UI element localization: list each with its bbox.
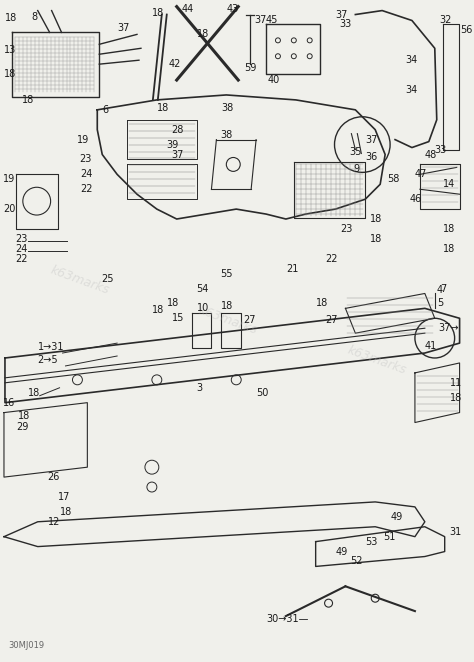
Text: 37: 37 xyxy=(172,150,184,160)
Text: 35: 35 xyxy=(349,146,362,156)
Text: 45: 45 xyxy=(266,15,278,26)
Text: 37→: 37→ xyxy=(439,323,459,333)
Text: 19: 19 xyxy=(3,174,15,184)
Text: 7: 7 xyxy=(440,283,446,293)
Text: 51: 51 xyxy=(383,532,395,542)
Text: 31: 31 xyxy=(450,527,462,537)
Text: 4: 4 xyxy=(437,285,443,295)
Text: 8: 8 xyxy=(32,11,38,22)
Text: 21: 21 xyxy=(286,263,298,273)
Text: 18: 18 xyxy=(316,299,328,308)
Text: 5: 5 xyxy=(437,299,443,308)
Text: 16: 16 xyxy=(3,398,15,408)
Text: 15: 15 xyxy=(172,313,184,323)
Text: 54: 54 xyxy=(197,283,209,293)
Text: 22: 22 xyxy=(15,254,27,263)
Text: 18: 18 xyxy=(152,305,164,315)
Text: 13: 13 xyxy=(4,45,16,55)
Text: 37: 37 xyxy=(336,9,348,20)
Text: 46: 46 xyxy=(410,194,422,204)
Text: 42: 42 xyxy=(169,59,181,69)
Text: 30→31—: 30→31— xyxy=(266,614,309,624)
Text: 58: 58 xyxy=(387,174,400,184)
Text: 18: 18 xyxy=(22,95,34,105)
Text: 18: 18 xyxy=(5,13,17,23)
Text: 23: 23 xyxy=(80,154,92,164)
Text: 18: 18 xyxy=(18,410,30,420)
Text: 38: 38 xyxy=(220,130,233,140)
Text: 49: 49 xyxy=(390,512,402,522)
Text: 23: 23 xyxy=(340,224,353,234)
Text: 6: 6 xyxy=(102,105,109,115)
Text: 25: 25 xyxy=(101,273,114,283)
Text: 34: 34 xyxy=(405,85,417,95)
Text: 24: 24 xyxy=(15,244,27,254)
Text: 55: 55 xyxy=(220,269,233,279)
Text: 18: 18 xyxy=(167,299,179,308)
Text: 18: 18 xyxy=(370,214,383,224)
Text: 11: 11 xyxy=(450,378,462,388)
Text: 17: 17 xyxy=(57,492,70,502)
Text: 36: 36 xyxy=(365,152,377,162)
Text: 18: 18 xyxy=(450,393,462,402)
Text: 37: 37 xyxy=(117,23,129,34)
Text: 53: 53 xyxy=(365,537,378,547)
Text: 18: 18 xyxy=(443,244,455,254)
Text: k63marks: k63marks xyxy=(48,264,111,297)
Text: 18: 18 xyxy=(60,507,72,517)
Text: 50: 50 xyxy=(256,388,268,398)
Text: 20: 20 xyxy=(3,204,15,214)
Text: 18: 18 xyxy=(443,224,455,234)
Text: 18: 18 xyxy=(197,29,209,40)
Text: 18: 18 xyxy=(152,7,164,18)
Text: 40: 40 xyxy=(268,75,280,85)
Text: 18: 18 xyxy=(221,301,234,311)
Text: 1→31: 1→31 xyxy=(38,342,64,352)
Text: 43: 43 xyxy=(226,3,238,14)
Text: 14: 14 xyxy=(443,179,455,189)
Text: 27: 27 xyxy=(243,315,255,325)
Text: 26: 26 xyxy=(48,472,60,482)
Text: 49: 49 xyxy=(336,547,348,557)
Text: k63marks: k63marks xyxy=(346,344,409,377)
Text: 19: 19 xyxy=(77,134,90,144)
Text: 18: 18 xyxy=(4,69,16,79)
Text: 12: 12 xyxy=(48,517,60,527)
Text: k63marks: k63marks xyxy=(197,304,260,337)
Text: 56: 56 xyxy=(461,25,473,36)
Text: 32: 32 xyxy=(440,15,452,26)
Text: 22: 22 xyxy=(81,184,93,194)
Text: 37: 37 xyxy=(365,134,378,144)
Text: 44: 44 xyxy=(182,3,194,14)
Text: 23: 23 xyxy=(15,234,27,244)
Text: 18: 18 xyxy=(157,103,169,113)
Text: 52: 52 xyxy=(350,557,363,567)
Text: 37: 37 xyxy=(254,15,266,26)
Text: 39: 39 xyxy=(167,140,179,150)
Text: 41: 41 xyxy=(425,341,437,351)
Text: 48: 48 xyxy=(425,150,437,160)
Text: 59: 59 xyxy=(244,63,256,73)
Text: 30MJ019: 30MJ019 xyxy=(8,641,44,650)
Text: 38: 38 xyxy=(221,103,234,113)
Text: 33: 33 xyxy=(435,144,447,154)
Text: 27: 27 xyxy=(326,315,338,325)
Text: 29: 29 xyxy=(16,422,28,432)
Text: 34: 34 xyxy=(405,55,417,65)
Text: 2→5: 2→5 xyxy=(38,355,58,365)
Text: 47: 47 xyxy=(415,169,427,179)
Text: 22: 22 xyxy=(326,254,338,263)
Text: 18: 18 xyxy=(28,388,40,398)
Text: 24: 24 xyxy=(81,169,93,179)
Text: 3: 3 xyxy=(197,383,203,393)
Text: 18: 18 xyxy=(370,234,383,244)
Text: 28: 28 xyxy=(172,124,184,134)
Text: 10: 10 xyxy=(197,303,209,313)
Text: 9: 9 xyxy=(354,164,359,174)
Text: 33: 33 xyxy=(339,19,352,30)
